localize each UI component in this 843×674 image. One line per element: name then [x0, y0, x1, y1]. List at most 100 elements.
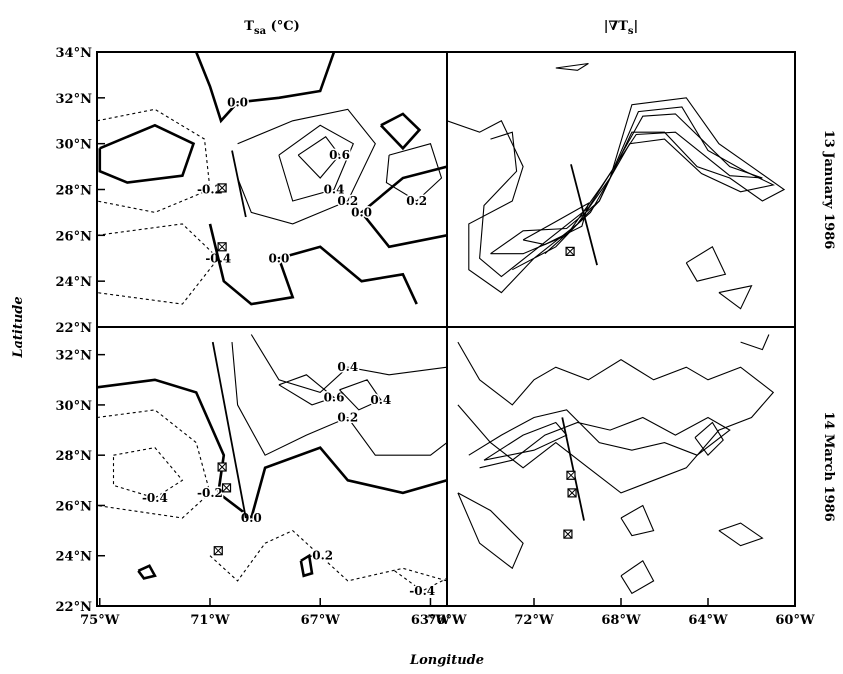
contour-line — [447, 97, 786, 294]
contour-label: 0.0 — [351, 205, 372, 219]
marker-cross — [566, 470, 576, 480]
contour-label: 0.2 — [337, 410, 358, 424]
x-tick-label: 60°W — [775, 613, 815, 628]
station-marker — [566, 470, 576, 480]
plot-area: 0.0-0.2-0.40.20.40.60.00.00.2 — [97, 52, 447, 306]
y-tick-label: 24°N — [56, 275, 93, 290]
contour-line — [98, 123, 196, 184]
contour-line — [718, 285, 753, 310]
y-tick-label: 30°N — [56, 399, 93, 414]
title-sub: s — [628, 26, 634, 37]
title-rest: (°C) — [266, 19, 300, 34]
title-sub: sa — [254, 26, 267, 37]
x-tick-label: 75°W — [80, 613, 120, 628]
station-marker — [567, 488, 577, 498]
contour-line — [694, 421, 724, 457]
contour-line — [620, 504, 655, 537]
station-marker — [217, 242, 227, 252]
panel-title: |∇Ts| — [604, 19, 639, 37]
contour-line — [339, 379, 382, 411]
contour-label: 0.4 — [370, 393, 391, 407]
marker-cross — [222, 483, 231, 493]
station-marker — [563, 529, 573, 539]
contour-label: -0.2 — [197, 486, 223, 500]
contour-label: 0.4 — [324, 183, 345, 197]
contour-line — [490, 113, 763, 255]
contour-label: 0.6 — [329, 148, 350, 162]
plot-area — [457, 334, 775, 595]
y-tick-label: 28°N — [56, 184, 93, 199]
side-label: 13 January 1986 — [821, 130, 836, 250]
section-line — [570, 164, 598, 266]
section-line — [231, 150, 247, 218]
contour-line — [457, 492, 524, 570]
contour-line — [297, 136, 341, 179]
x-tick-label: 63°W — [411, 613, 451, 628]
x-tick-label: 67°W — [301, 613, 341, 628]
contour-line — [208, 223, 418, 306]
contour-line — [97, 223, 220, 305]
contour-line — [278, 374, 336, 406]
contour-line — [209, 529, 447, 582]
contour-line — [522, 202, 590, 246]
contour-label: 0.0 — [268, 251, 289, 265]
y-tick-label: 22°N — [56, 600, 93, 615]
marker-cross — [217, 242, 227, 252]
contour-line — [718, 522, 764, 547]
panel-frame — [96, 51, 448, 328]
contour-line — [685, 246, 727, 282]
marker-cross — [213, 546, 223, 556]
marker-cross — [217, 183, 227, 193]
contour-line — [359, 165, 447, 249]
marker-cross — [563, 529, 573, 539]
x-tick-label: 64°W — [688, 613, 728, 628]
contour-label: -0.4 — [409, 584, 435, 598]
contour-line — [237, 108, 376, 225]
contour-line — [479, 106, 775, 278]
contour-line — [231, 342, 447, 456]
contour-line — [457, 341, 775, 494]
contour-line — [620, 559, 655, 595]
station-marker — [221, 483, 232, 493]
contour-line — [555, 62, 589, 71]
station-marker — [565, 246, 575, 256]
contour-line — [299, 553, 314, 578]
y-tick-label: 28°N — [56, 449, 93, 464]
y-tick-label: 30°N — [56, 138, 93, 153]
marker-cross — [217, 462, 227, 472]
contour-line — [97, 378, 447, 521]
x-tick-label: 68°W — [601, 613, 641, 628]
section-line — [211, 341, 247, 519]
contour-label: -0.2 — [197, 183, 223, 197]
y-tick-label: 22°N — [56, 321, 93, 336]
contour-label: 0.2 — [406, 194, 427, 208]
contour-label: 0.4 — [337, 360, 358, 374]
plot-area: 0.00.20.40.6 0.4-0.2-0.4-0.2-0.4 — [97, 334, 447, 599]
x-tick-label: 72°W — [514, 613, 554, 628]
contour-line — [194, 52, 336, 124]
contour-line — [250, 334, 447, 394]
contour-line — [468, 409, 731, 469]
station-marker — [217, 462, 227, 472]
x-tick-label: 71°W — [190, 613, 230, 628]
y-tick-label: 26°N — [56, 229, 93, 244]
contour-label: 0.0 — [227, 95, 248, 109]
y-tick-label: 26°N — [56, 499, 93, 514]
y-tick-label: 32°N — [56, 92, 93, 107]
title-main: |∇T — [604, 19, 629, 34]
contour-label: -0.2 — [307, 549, 333, 563]
y-axis-title: Latitude — [11, 296, 26, 358]
title-rest: | — [634, 19, 639, 34]
section-line — [561, 417, 585, 521]
contour-line — [137, 564, 157, 580]
contour-label: -0.4 — [142, 491, 168, 505]
plot-area — [447, 62, 786, 310]
contour-line — [278, 124, 354, 202]
station-marker — [217, 183, 227, 193]
y-tick-label: 32°N — [56, 349, 93, 364]
y-tick-label: 24°N — [56, 550, 93, 565]
marker-cross — [565, 247, 575, 256]
x-axis-title: Longitude — [409, 653, 484, 668]
x-tick-label: 76°W — [427, 613, 467, 628]
